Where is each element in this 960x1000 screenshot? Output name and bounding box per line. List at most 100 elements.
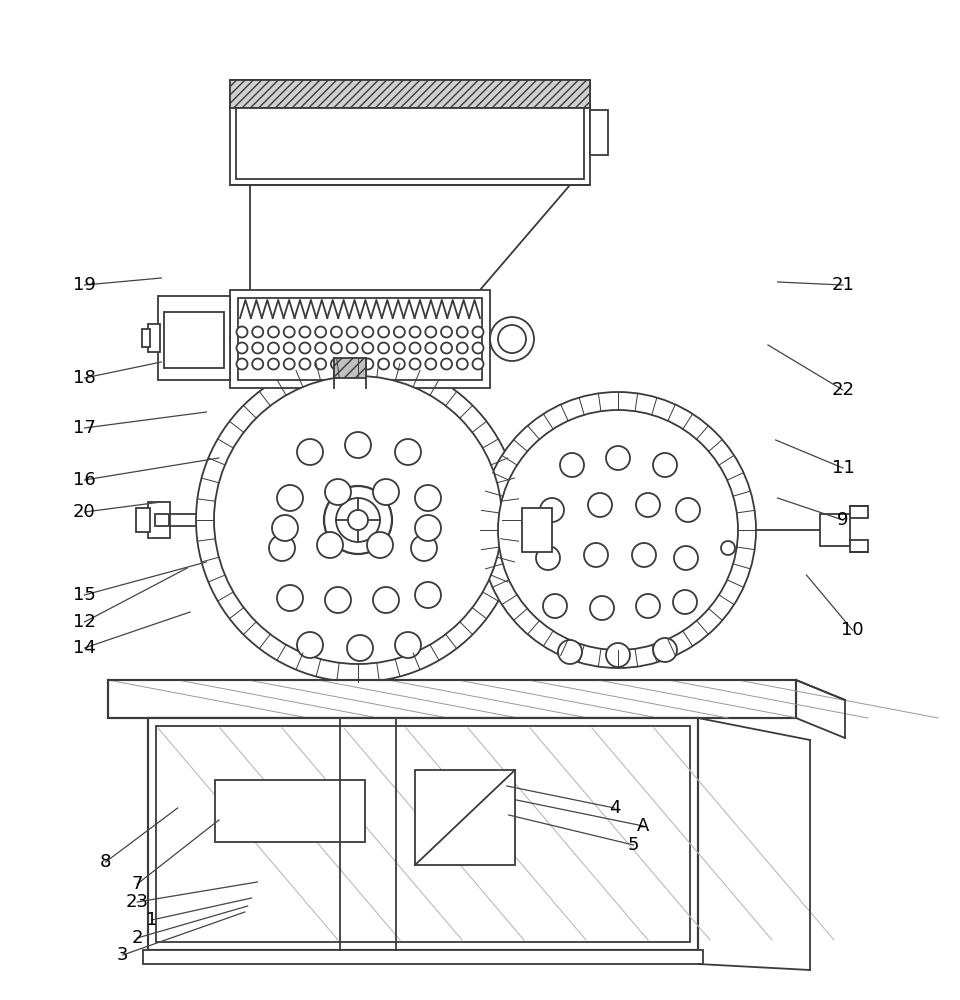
Circle shape xyxy=(252,326,263,338)
Bar xyxy=(156,726,690,942)
Text: 21: 21 xyxy=(831,276,854,294)
Circle shape xyxy=(252,359,263,369)
Circle shape xyxy=(632,543,656,567)
Circle shape xyxy=(214,376,502,664)
Circle shape xyxy=(297,632,323,658)
Bar xyxy=(215,780,365,842)
Circle shape xyxy=(236,342,248,354)
Circle shape xyxy=(347,359,358,369)
Circle shape xyxy=(653,638,677,662)
Bar xyxy=(148,718,698,950)
Bar xyxy=(330,680,358,682)
Bar xyxy=(238,298,482,380)
Circle shape xyxy=(315,359,326,369)
Circle shape xyxy=(315,342,326,354)
Circle shape xyxy=(673,590,697,614)
Circle shape xyxy=(378,342,389,354)
Circle shape xyxy=(325,479,351,505)
Circle shape xyxy=(415,582,441,608)
Circle shape xyxy=(636,493,660,517)
Circle shape xyxy=(441,359,452,369)
Text: 19: 19 xyxy=(73,276,96,294)
Circle shape xyxy=(394,326,405,338)
Circle shape xyxy=(317,532,343,558)
Circle shape xyxy=(653,453,677,477)
Circle shape xyxy=(560,453,584,477)
Bar xyxy=(522,508,552,552)
Bar xyxy=(590,110,608,155)
Circle shape xyxy=(269,535,295,561)
Bar xyxy=(820,514,850,546)
Circle shape xyxy=(394,359,405,369)
Circle shape xyxy=(347,635,373,661)
Text: A: A xyxy=(637,817,649,835)
Bar xyxy=(850,506,868,518)
Circle shape xyxy=(410,342,420,354)
Circle shape xyxy=(457,326,468,338)
Bar xyxy=(230,80,590,185)
Bar xyxy=(108,680,796,718)
Circle shape xyxy=(268,326,279,338)
Circle shape xyxy=(394,342,405,354)
Circle shape xyxy=(297,439,323,465)
Circle shape xyxy=(378,359,389,369)
Circle shape xyxy=(378,326,389,338)
Bar xyxy=(136,508,150,532)
Text: 20: 20 xyxy=(73,503,96,521)
Circle shape xyxy=(236,359,248,369)
Text: 18: 18 xyxy=(73,369,96,387)
Circle shape xyxy=(395,632,421,658)
Circle shape xyxy=(315,326,326,338)
Circle shape xyxy=(410,359,420,369)
Circle shape xyxy=(425,359,436,369)
Text: 10: 10 xyxy=(841,621,864,639)
Bar xyxy=(230,80,590,108)
Circle shape xyxy=(606,446,630,470)
Text: 17: 17 xyxy=(73,419,96,437)
Text: 1: 1 xyxy=(146,911,157,929)
Text: 11: 11 xyxy=(831,459,854,477)
Circle shape xyxy=(300,342,310,354)
Circle shape xyxy=(373,479,399,505)
Circle shape xyxy=(284,342,295,354)
Circle shape xyxy=(268,342,279,354)
Circle shape xyxy=(543,594,567,618)
Text: 8: 8 xyxy=(100,853,111,871)
Circle shape xyxy=(336,498,380,542)
Circle shape xyxy=(300,359,310,369)
Circle shape xyxy=(284,359,295,369)
Circle shape xyxy=(331,326,342,338)
Circle shape xyxy=(457,342,468,354)
Circle shape xyxy=(331,359,342,369)
Circle shape xyxy=(415,485,441,511)
Bar xyxy=(148,324,160,352)
Circle shape xyxy=(196,358,520,682)
Text: 5: 5 xyxy=(628,836,639,854)
Text: 15: 15 xyxy=(73,586,96,604)
Circle shape xyxy=(367,532,393,558)
Bar xyxy=(142,329,150,347)
Circle shape xyxy=(674,546,698,570)
Circle shape xyxy=(584,543,608,567)
Circle shape xyxy=(425,326,436,338)
Circle shape xyxy=(300,326,310,338)
Text: 14: 14 xyxy=(73,639,96,657)
Bar xyxy=(368,680,396,682)
Text: 4: 4 xyxy=(609,799,620,817)
Text: 9: 9 xyxy=(837,511,849,529)
Circle shape xyxy=(362,359,373,369)
Circle shape xyxy=(540,498,564,522)
Circle shape xyxy=(425,342,436,354)
Text: 3: 3 xyxy=(117,946,129,964)
Text: 12: 12 xyxy=(73,613,96,631)
Circle shape xyxy=(536,546,560,570)
Circle shape xyxy=(606,643,630,667)
Text: 16: 16 xyxy=(73,471,96,489)
Circle shape xyxy=(395,439,421,465)
Circle shape xyxy=(590,596,614,620)
Bar xyxy=(850,540,868,552)
Circle shape xyxy=(284,326,295,338)
Text: 2: 2 xyxy=(132,929,143,947)
Circle shape xyxy=(498,325,526,353)
Circle shape xyxy=(411,535,437,561)
